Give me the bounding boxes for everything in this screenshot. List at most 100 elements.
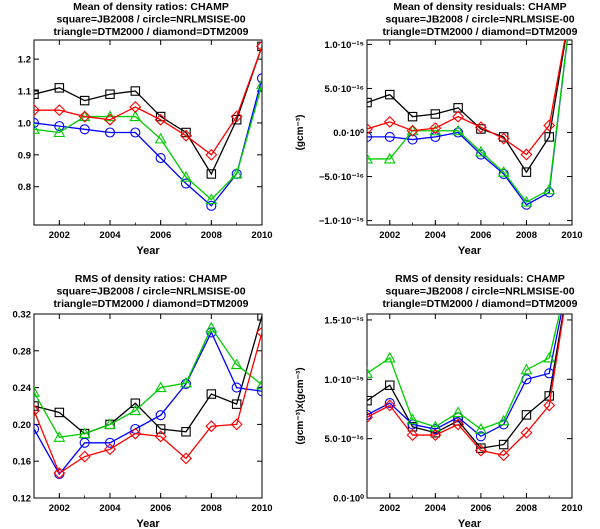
x-tick-label: 2008	[516, 503, 537, 514]
data-point-nrlmsise-00	[384, 131, 395, 142]
y-tick-label: 1.0	[18, 118, 31, 129]
series-group	[34, 40, 262, 211]
series-line-dtm2009	[34, 46, 262, 156]
data-point-dtm2000	[367, 367, 373, 378]
data-point-dtm2009	[497, 132, 510, 145]
data-point-dtm2000	[383, 351, 396, 363]
data-point-nrlmsise-00	[367, 131, 373, 142]
chart-title-line: Mean of density residuals: CHAMP	[393, 1, 566, 13]
data-point-dtm2009	[383, 399, 396, 412]
data-point-jb2008	[231, 399, 242, 409]
data-point-dtm2009	[129, 101, 142, 113]
data-point-dtm2009	[256, 40, 262, 53]
data-point-nrlmsise-00	[498, 168, 509, 179]
chart-title-line: triangle=DTM2000 / diamond=DTM2009	[383, 26, 578, 38]
data-point-nrlmsise-00	[130, 127, 141, 138]
chart-title-line: square=JB2008 / circle=NRLMSISE-00	[56, 286, 245, 298]
x-axis-label: Year	[136, 245, 160, 257]
x-tick-label: 2002	[379, 230, 400, 241]
data-point-dtm2009	[497, 449, 510, 462]
data-point-dtm2000	[567, 256, 577, 265]
series-line-dtm2009	[367, 314, 565, 456]
data-point-dtm2009	[154, 430, 167, 443]
data-point-dtm2000	[205, 321, 218, 333]
x-tick-label: 2002	[49, 230, 70, 241]
x-axis-label: Year	[458, 518, 482, 529]
data-point-nrlmsise-00	[568, 0, 577, 5]
data-point-dtm2009	[34, 404, 40, 417]
data-point-nrlmsise-00	[54, 121, 65, 132]
y-tick-label: −5.0·10⁻¹⁶	[319, 172, 364, 183]
data-point-jb2008	[34, 401, 39, 411]
data-point-dtm2000	[129, 404, 142, 416]
data-point-jb2008	[385, 380, 395, 390]
data-point-jb2008	[521, 410, 532, 420]
x-tick-label: 2006	[470, 503, 491, 514]
plot-frame	[33, 313, 263, 499]
x-tick-label: 2010	[561, 230, 582, 241]
data-point-nrlmsise-00	[206, 200, 217, 211]
data-point-dtm2009	[452, 418, 465, 431]
series-line-nrlmsise-00	[34, 78, 262, 207]
data-point-dtm2000	[34, 386, 40, 397]
data-point-jb2008	[54, 83, 65, 93]
data-point-dtm2000	[180, 171, 192, 182]
x-tick-label: 2010	[251, 503, 272, 514]
series-line-dtm2000	[367, 40, 568, 203]
data-point-dtm2009	[78, 110, 91, 123]
data-point-dtm2009	[429, 122, 442, 135]
data-point-nrlmsise-00	[475, 431, 486, 442]
data-point-jb2008	[544, 132, 554, 142]
series-line-dtm2000	[34, 326, 262, 438]
data-point-jb2008	[257, 314, 262, 321]
data-point-dtm2000	[154, 132, 167, 144]
data-point-dtm2000	[406, 413, 419, 425]
data-point-dtm2000	[78, 427, 91, 439]
data-point-jb2008	[130, 86, 141, 96]
chart-title-line: Mean of density ratios: CHAMP	[73, 1, 229, 13]
series-line-dtm2009	[34, 332, 262, 475]
data-point-dtm2009	[205, 148, 218, 161]
data-point-jb2008	[430, 109, 441, 119]
series-line-dtm2009	[367, 40, 566, 156]
data-point-jb2008	[257, 41, 262, 52]
data-point-nrlmsise-00	[104, 437, 116, 448]
chart-rms-ratio: RMS of density ratios: CHAMPsquare=JB200…	[13, 273, 273, 529]
series-line-jb2008	[367, 40, 567, 174]
data-point-dtm2000	[230, 358, 243, 370]
series-line-nrlmsise-00	[367, 40, 568, 206]
y-tick-label: −1.0·10⁻¹⁵	[319, 216, 364, 227]
y-tick-label: 1.5·10⁻¹⁵	[324, 315, 364, 326]
data-point-dtm2000	[104, 110, 116, 122]
data-point-jb2008	[498, 439, 509, 450]
data-point-dtm2000	[383, 152, 396, 164]
data-point-jb2008	[407, 111, 418, 122]
series-line-nrlmsise-00	[367, 314, 562, 438]
series-line-jb2008	[34, 46, 262, 176]
chart-rms-resid: RMS of density residuals: CHAMPsquare=JB…	[295, 255, 583, 529]
data-point-dtm2009	[367, 122, 373, 135]
data-point-dtm2000	[543, 183, 556, 195]
data-point-dtm2000	[543, 351, 556, 363]
series-group	[367, 255, 577, 462]
data-point-nrlmsise-00	[34, 117, 40, 128]
data-point-dtm2009	[567, 255, 577, 265]
series-group	[34, 314, 262, 480]
data-point-dtm2009	[104, 443, 116, 456]
chart-title-line: RMS of density residuals: CHAMP	[395, 273, 565, 285]
data-point-dtm2009	[129, 427, 142, 440]
data-point-dtm2000	[497, 414, 510, 426]
x-tick-label: 2010	[561, 503, 582, 514]
data-point-jb2008	[476, 443, 486, 453]
chart-title-line: RMS of density ratios: CHAMP	[75, 273, 227, 285]
x-tick-label: 2004	[425, 503, 447, 514]
data-point-jb2008	[54, 407, 65, 418]
data-point-dtm2000	[34, 123, 40, 134]
data-point-dtm2000	[129, 110, 142, 122]
data-point-dtm2000	[429, 420, 442, 432]
data-point-dtm2009	[53, 467, 66, 480]
y-tick-label: 0.0·10⁰	[333, 494, 364, 505]
data-point-nrlmsise-00	[231, 382, 242, 393]
data-point-nrlmsise-00	[453, 127, 464, 138]
data-point-dtm2000	[474, 145, 487, 157]
